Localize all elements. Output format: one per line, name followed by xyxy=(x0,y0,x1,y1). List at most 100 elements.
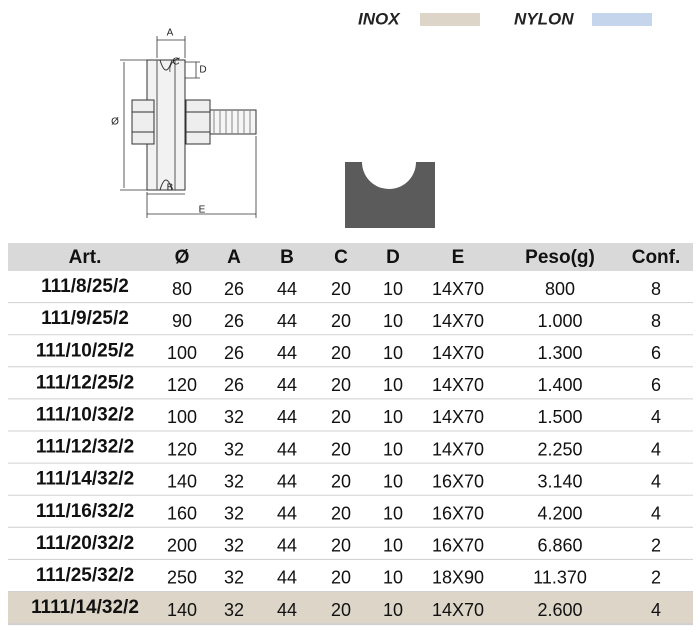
row-background xyxy=(8,431,693,464)
article-code: 111/10/25/2 xyxy=(36,340,134,361)
cell: 32 xyxy=(224,471,244,491)
cell: 44 xyxy=(277,568,297,588)
cell: 3.140 xyxy=(537,471,582,491)
cell: 4 xyxy=(651,471,661,491)
cell: 20 xyxy=(331,568,351,588)
cell: 8 xyxy=(651,311,661,331)
cell: 20 xyxy=(331,439,351,459)
column-header: E xyxy=(452,247,465,268)
column-header: Peso(g) xyxy=(525,247,595,268)
article-code: 111/25/32/2 xyxy=(36,565,134,586)
cell: 10 xyxy=(383,568,403,588)
column-header: A xyxy=(227,247,241,268)
cell: 200 xyxy=(167,536,197,556)
dimension-label: Ø xyxy=(111,117,119,128)
column-header: Ø xyxy=(175,247,190,268)
cell: 1.500 xyxy=(537,407,582,427)
cell: 26 xyxy=(224,311,244,331)
header-background xyxy=(8,243,693,271)
cell: 2 xyxy=(651,536,661,556)
cell: 6 xyxy=(651,375,661,395)
cell: 120 xyxy=(167,439,197,459)
cell: 10 xyxy=(383,504,403,524)
dimension-label: B xyxy=(167,183,174,194)
cell: 44 xyxy=(277,407,297,427)
technical-drawing xyxy=(120,36,257,218)
column-header: C xyxy=(334,247,348,268)
row-background xyxy=(8,399,693,432)
cell: 100 xyxy=(167,343,197,363)
cell: 140 xyxy=(167,471,197,491)
cell: 1.300 xyxy=(537,343,582,363)
cell: 14X70 xyxy=(432,600,484,620)
cell: 10 xyxy=(383,311,403,331)
cell: 44 xyxy=(277,311,297,331)
cell: 44 xyxy=(277,536,297,556)
cell: 32 xyxy=(224,439,244,459)
article-code: 111/9/25/2 xyxy=(41,308,129,329)
cell: 20 xyxy=(331,600,351,620)
cell: 10 xyxy=(383,407,403,427)
row-background xyxy=(8,559,693,592)
cell: 20 xyxy=(331,407,351,427)
cell: 160 xyxy=(167,504,197,524)
cell: 6 xyxy=(651,343,661,363)
cell: 20 xyxy=(331,279,351,299)
article-code: 111/8/25/2 xyxy=(41,276,129,297)
cell: 20 xyxy=(331,375,351,395)
cell: 1.400 xyxy=(537,375,582,395)
article-code: 111/20/32/2 xyxy=(36,533,134,554)
article-code: 111/10/32/2 xyxy=(36,404,134,425)
cell: 4 xyxy=(651,504,661,524)
cell: 2 xyxy=(651,568,661,588)
cell: 20 xyxy=(331,311,351,331)
cell: 10 xyxy=(383,439,403,459)
cell: 100 xyxy=(167,407,197,427)
cell: 90 xyxy=(172,311,192,331)
cell: 16X70 xyxy=(432,504,484,524)
row-background xyxy=(8,335,693,368)
cell: 32 xyxy=(224,504,244,524)
column-header: B xyxy=(280,247,294,268)
column-header: Art. xyxy=(69,247,102,268)
cell: 44 xyxy=(277,439,297,459)
cell: 8 xyxy=(651,279,661,299)
row-background xyxy=(8,271,693,304)
row-background xyxy=(8,527,693,560)
cell: 14X70 xyxy=(432,439,484,459)
cell: 32 xyxy=(224,568,244,588)
cell: 32 xyxy=(224,407,244,427)
article-code: 111/12/32/2 xyxy=(36,437,134,458)
column-header: D xyxy=(386,247,400,268)
cell: 44 xyxy=(277,343,297,363)
cell: 10 xyxy=(383,471,403,491)
cell: 26 xyxy=(224,375,244,395)
cell: 32 xyxy=(224,536,244,556)
row-background xyxy=(8,592,693,625)
dimension-label: C xyxy=(172,57,179,68)
cell: 32 xyxy=(224,600,244,620)
cell: 44 xyxy=(277,600,297,620)
article-code: 1111/14/32/2 xyxy=(31,597,139,618)
cell: 14X70 xyxy=(432,375,484,395)
cell: 10 xyxy=(383,600,403,620)
groove-profile xyxy=(345,162,435,228)
row-background xyxy=(8,463,693,496)
cell: 6.860 xyxy=(537,536,582,556)
cell: 140 xyxy=(167,600,197,620)
cell: 16X70 xyxy=(432,536,484,556)
cell: 26 xyxy=(224,343,244,363)
cell: 4 xyxy=(651,600,661,620)
cell: 2.250 xyxy=(537,439,582,459)
row-background xyxy=(8,367,693,400)
legend-label: INOX xyxy=(358,9,401,28)
cell: 16X70 xyxy=(432,471,484,491)
cell: 44 xyxy=(277,504,297,524)
cell: 2.600 xyxy=(537,600,582,620)
cell: 20 xyxy=(331,343,351,363)
article-code: 111/16/32/2 xyxy=(36,501,134,522)
cell: 20 xyxy=(331,536,351,556)
cell: 800 xyxy=(545,279,575,299)
